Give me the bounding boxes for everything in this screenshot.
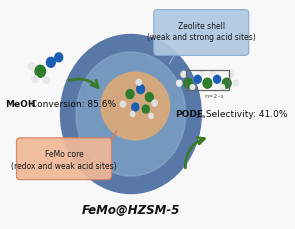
Circle shape: [203, 79, 212, 89]
Circle shape: [76, 53, 186, 176]
Text: n=2–s: n=2–s: [205, 94, 224, 99]
Text: FeMo@HZSM-5: FeMo@HZSM-5: [82, 204, 180, 216]
Circle shape: [152, 101, 157, 106]
Circle shape: [210, 71, 215, 76]
Circle shape: [132, 104, 139, 112]
Circle shape: [233, 81, 238, 87]
Circle shape: [35, 66, 45, 78]
Circle shape: [220, 85, 224, 90]
FancyBboxPatch shape: [17, 138, 112, 180]
Circle shape: [190, 85, 195, 90]
Circle shape: [142, 106, 149, 114]
Text: Zeolite shell
(weak and strong acid sites): Zeolite shell (weak and strong acid site…: [147, 22, 256, 42]
Circle shape: [200, 71, 204, 76]
Circle shape: [184, 79, 192, 89]
Circle shape: [137, 85, 145, 94]
Text: PODE: PODE: [175, 109, 203, 119]
Circle shape: [60, 35, 201, 194]
Circle shape: [145, 93, 153, 102]
Circle shape: [149, 114, 153, 119]
Circle shape: [120, 102, 126, 108]
Circle shape: [229, 72, 234, 78]
Circle shape: [130, 112, 135, 117]
Bar: [186, 71, 229, 91]
Text: FeMo core
(redox and weak acid sites): FeMo core (redox and weak acid sites): [11, 149, 117, 170]
Circle shape: [126, 90, 134, 99]
Circle shape: [55, 54, 63, 63]
Text: 2–s: 2–s: [196, 113, 206, 118]
Circle shape: [177, 81, 182, 87]
Circle shape: [194, 76, 201, 84]
Circle shape: [28, 63, 35, 71]
Text: Selectivity: 41.0%: Selectivity: 41.0%: [203, 109, 288, 119]
Text: MeOH: MeOH: [5, 100, 36, 109]
FancyBboxPatch shape: [154, 11, 249, 56]
Circle shape: [181, 72, 186, 78]
Circle shape: [214, 76, 221, 84]
Circle shape: [222, 79, 231, 89]
Ellipse shape: [101, 73, 170, 140]
Text: Conversion: 85.6%: Conversion: 85.6%: [28, 100, 116, 109]
Circle shape: [136, 80, 141, 86]
Circle shape: [32, 76, 38, 83]
Circle shape: [43, 77, 50, 84]
Circle shape: [46, 58, 55, 68]
